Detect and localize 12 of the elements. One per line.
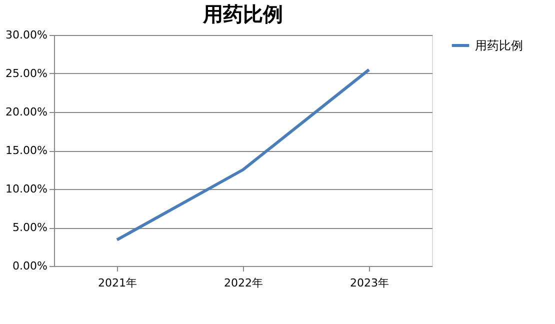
- x-tick-label: 2023年: [350, 276, 389, 290]
- y-tick-label: 15.00%: [6, 144, 48, 157]
- y-tick-label: 10.00%: [6, 182, 48, 196]
- y-tick-label: 30.00%: [6, 28, 48, 42]
- chart-title: 用药比例: [202, 2, 283, 26]
- y-tick-label: 0.00%: [12, 260, 48, 272]
- y-tick-label: 20.00%: [6, 106, 48, 118]
- x-tick-label: 2021年: [98, 276, 137, 290]
- legend-label: 用药比例: [475, 38, 523, 52]
- y-tick-label: 25.00%: [6, 67, 48, 80]
- x-tick-label: 2022年: [224, 276, 263, 290]
- y-tick-label: 5.00%: [12, 221, 48, 234]
